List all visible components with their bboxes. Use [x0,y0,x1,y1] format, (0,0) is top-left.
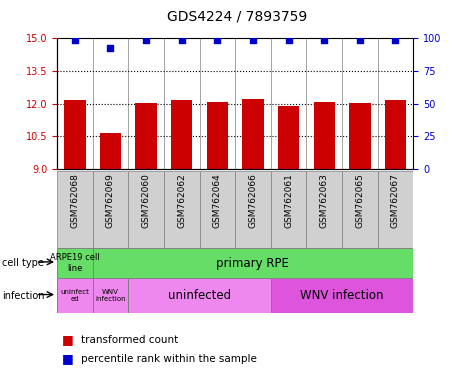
Bar [93,278,128,313]
Point [391,36,399,43]
Point [71,36,79,43]
Bar [242,99,264,169]
Bar [164,171,200,248]
Bar [271,171,306,248]
Point [249,36,256,43]
Bar [135,103,157,169]
Text: WNV
infection: WNV infection [95,289,126,302]
Point [142,36,150,43]
Text: GSM762068: GSM762068 [70,173,79,228]
Point [213,36,221,43]
Bar [128,278,271,313]
Bar [57,171,93,248]
Text: cell type: cell type [2,258,44,268]
Text: GSM762063: GSM762063 [320,173,329,228]
Bar [349,103,370,169]
Text: GSM762060: GSM762060 [142,173,151,228]
Bar [278,106,299,169]
Bar [306,171,342,248]
Bar [57,278,93,313]
Bar [378,171,413,248]
Bar [235,171,271,248]
Text: primary RPE: primary RPE [217,257,289,270]
Text: percentile rank within the sample: percentile rank within the sample [81,354,256,364]
Text: ■: ■ [62,333,74,346]
Text: GDS4224 / 7893759: GDS4224 / 7893759 [167,10,308,23]
Text: uninfected: uninfected [168,289,231,302]
Bar [57,248,93,278]
Bar [342,171,378,248]
Text: transformed count: transformed count [81,335,178,345]
Point [178,36,185,43]
Text: GSM762061: GSM762061 [284,173,293,228]
Point [106,45,114,51]
Bar [100,133,121,169]
Bar [314,101,335,169]
Text: GSM762066: GSM762066 [248,173,257,228]
Bar [271,278,413,313]
Bar [171,101,192,169]
Text: WNV infection: WNV infection [300,289,384,302]
Text: uninfect
ed: uninfect ed [60,289,89,302]
Bar [207,101,228,169]
Point [356,36,364,43]
Text: GSM762064: GSM762064 [213,173,222,228]
Text: ARPE19 cell
line: ARPE19 cell line [50,253,100,273]
Point [320,36,328,43]
Bar [64,101,86,169]
Bar [385,101,406,169]
Text: infection: infection [2,291,45,301]
Bar [93,171,128,248]
Text: GSM762069: GSM762069 [106,173,115,228]
Point [285,36,293,43]
Text: GSM762062: GSM762062 [177,173,186,228]
Text: GSM762065: GSM762065 [355,173,364,228]
Bar [200,171,235,248]
Text: GSM762067: GSM762067 [391,173,400,228]
Text: ■: ■ [62,353,74,366]
Bar [128,171,164,248]
